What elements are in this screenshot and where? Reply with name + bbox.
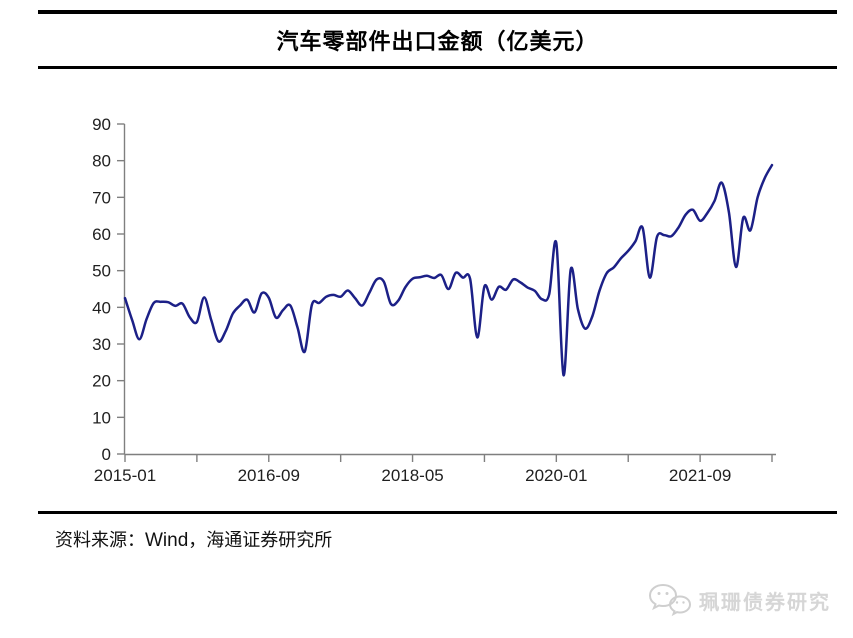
y-tick-label: 50 xyxy=(92,262,111,281)
source-suffix: ，海通证券研究所 xyxy=(188,530,333,550)
footer-rule xyxy=(38,511,837,514)
source-name: Wind xyxy=(145,530,189,551)
y-tick-label: 60 xyxy=(92,225,111,244)
y-tick-label: 90 xyxy=(92,115,111,134)
y-tick-label: 30 xyxy=(92,335,111,354)
y-tick-label: 70 xyxy=(92,188,111,207)
y-tick-label: 0 xyxy=(102,445,111,464)
y-tick-label: 40 xyxy=(92,298,111,317)
source-prefix: 资料来源： xyxy=(55,530,145,550)
title-top-rule xyxy=(38,10,837,14)
y-tick-label: 80 xyxy=(92,152,111,171)
title-bottom-rule xyxy=(38,66,837,69)
y-tick-label: 20 xyxy=(92,372,111,391)
watermark-label: 珮珊债券研究 xyxy=(699,591,831,614)
source-line: 资料来源：Wind，海通证券研究所 xyxy=(55,526,332,552)
series-line xyxy=(123,163,774,377)
x-tick-label: 2021-09 xyxy=(669,466,731,485)
chart-title: 汽车零部件出口金额（亿美元） xyxy=(276,29,599,54)
x-tick-label: 2016-09 xyxy=(238,466,300,485)
x-tick-label: 2018-05 xyxy=(381,466,443,485)
wechat-icon xyxy=(648,583,692,617)
y-tick-label: 10 xyxy=(92,408,111,427)
x-tick-label: 2020-01 xyxy=(525,466,587,485)
x-tick-label: 2015-01 xyxy=(94,466,156,485)
watermark: 珮珊债券研究 xyxy=(648,583,831,617)
